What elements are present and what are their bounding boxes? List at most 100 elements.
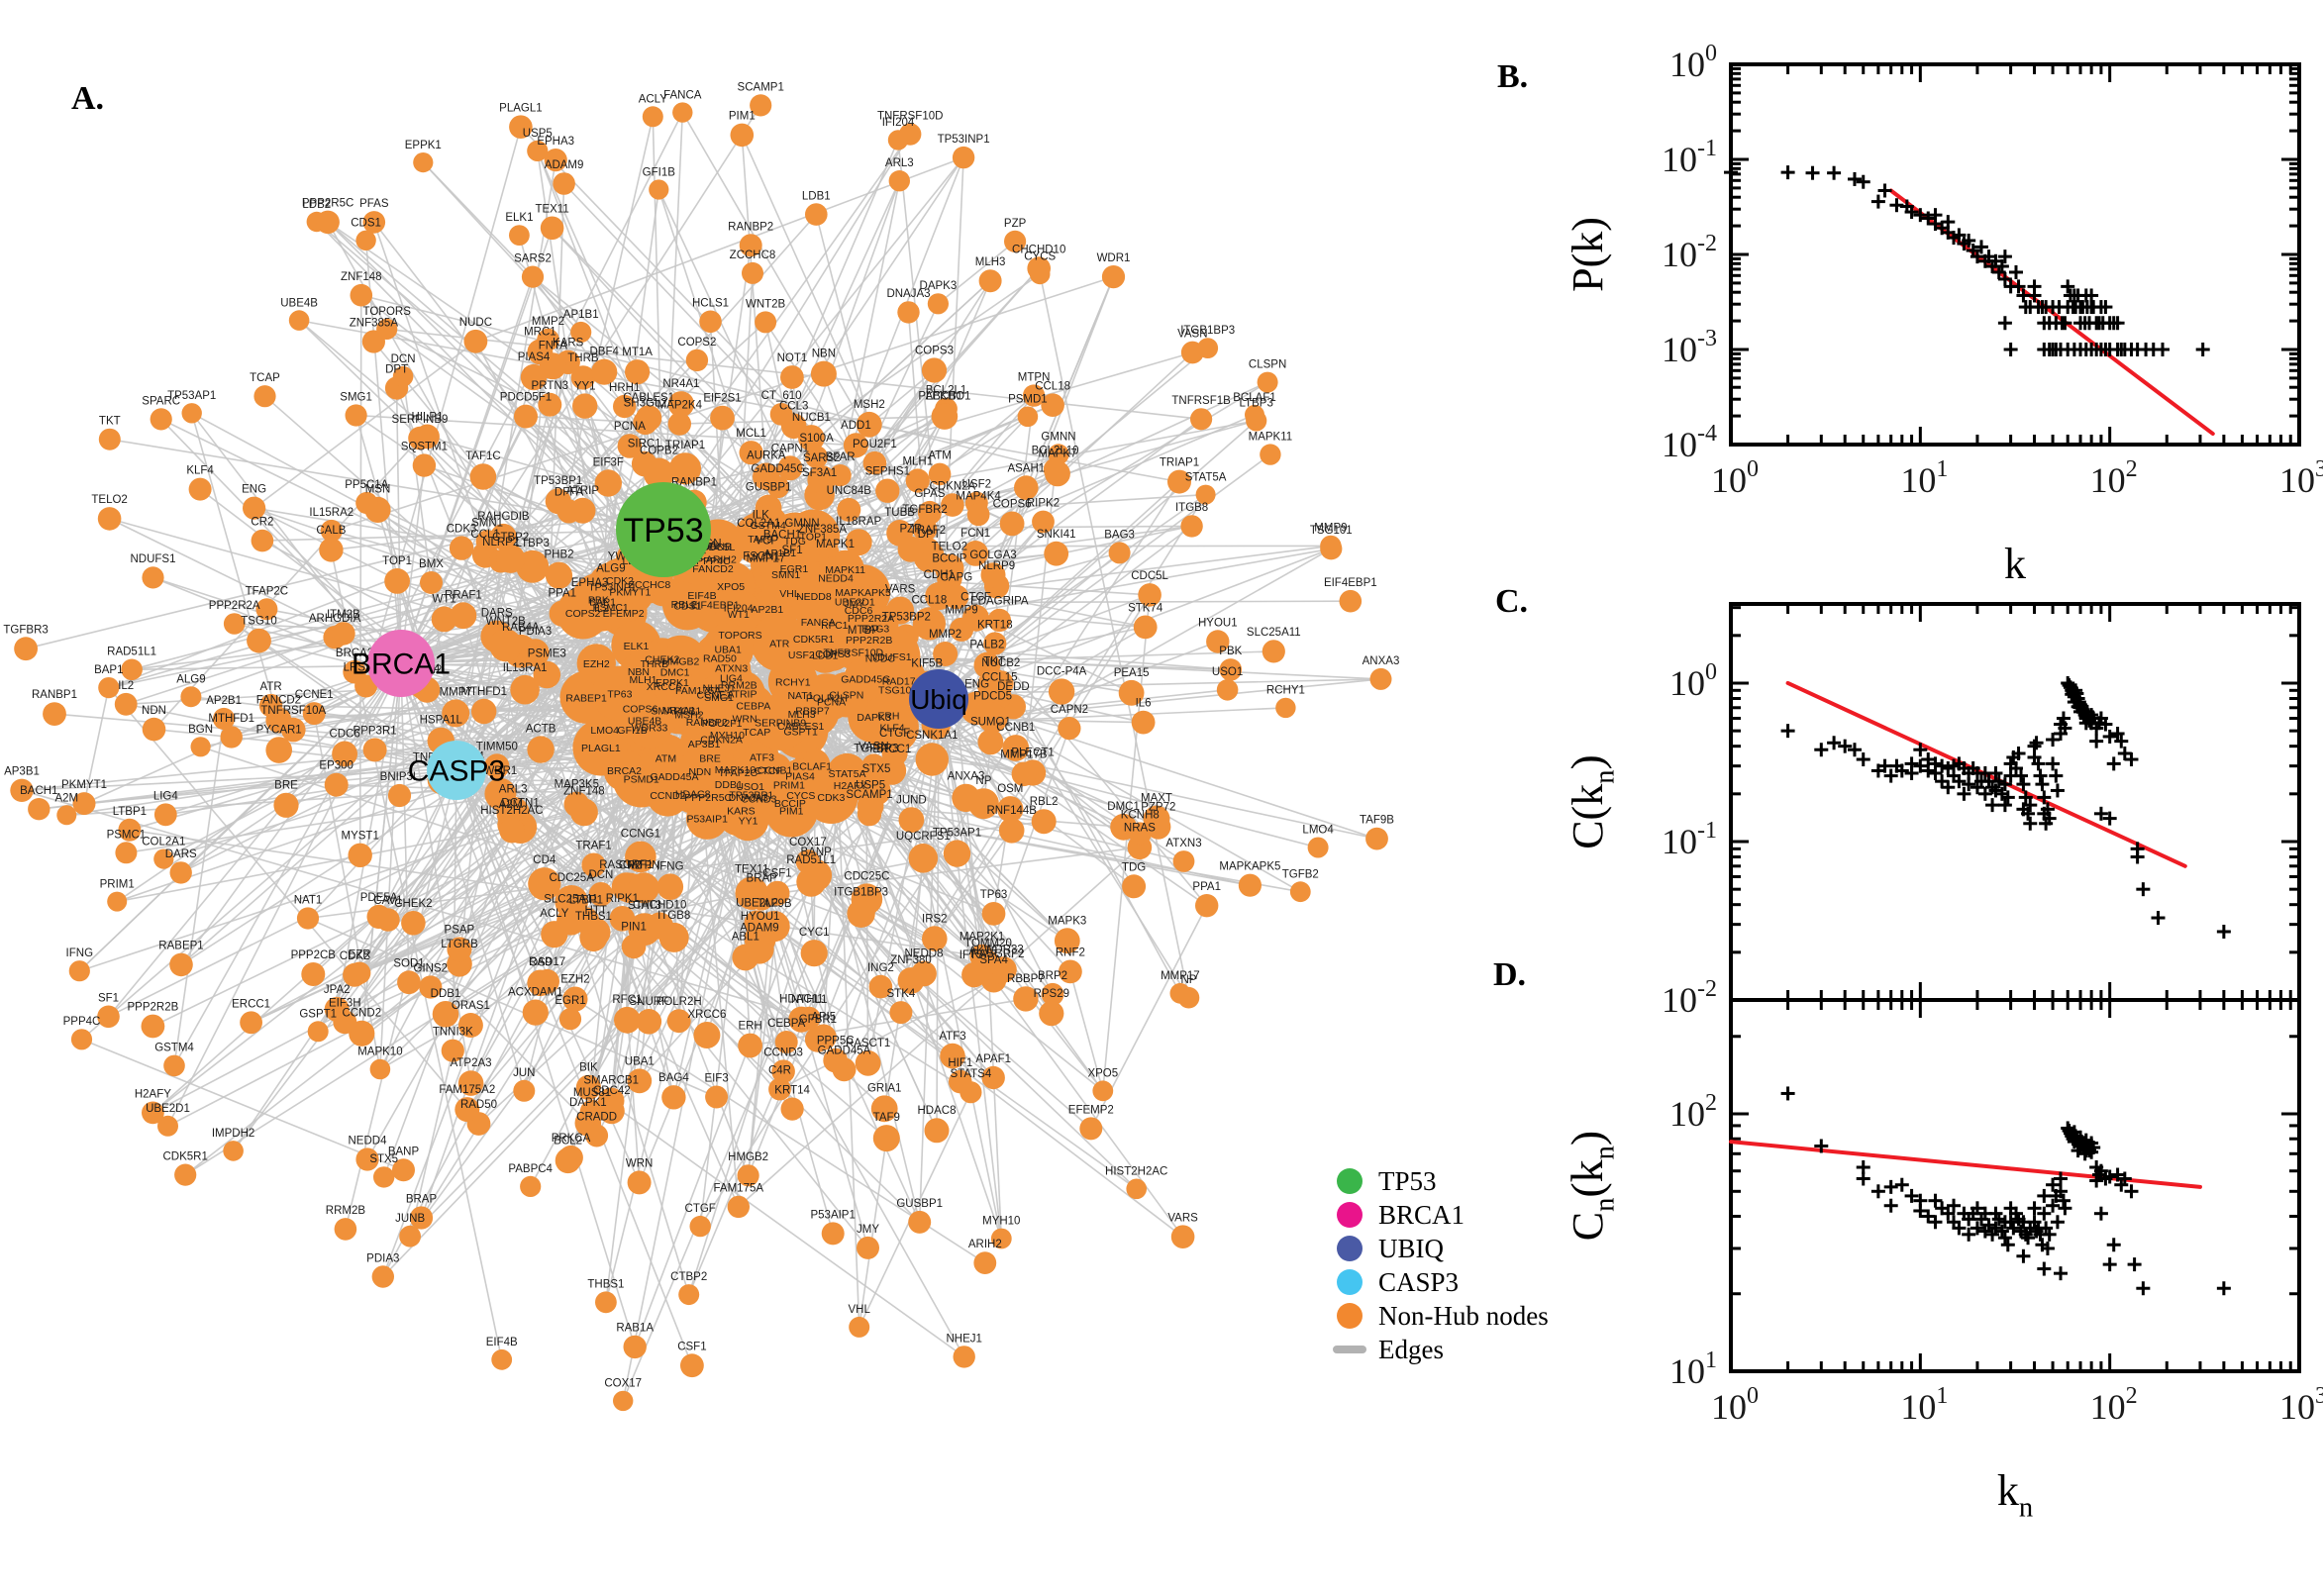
- network-node: [661, 581, 706, 626]
- node-label: TNFRSF1B: [1171, 395, 1231, 407]
- network-node: [97, 1005, 120, 1029]
- node-label: KIF5B: [911, 658, 943, 670]
- node-label: COPS6: [993, 499, 1032, 511]
- node-label: RBL2: [1030, 796, 1059, 808]
- network-node: [738, 1033, 762, 1058]
- node-label: GUSBP1: [746, 482, 792, 494]
- network-node: [562, 986, 588, 1012]
- node-label: CT_610: [761, 390, 802, 402]
- node-label: GADD45G: [841, 674, 890, 686]
- edge: [364, 126, 522, 687]
- network-node: [780, 413, 807, 440]
- node-label: ADAM9: [545, 159, 584, 171]
- x-tick-label: 102: [2090, 456, 2138, 500]
- node-label: MMP7: [440, 686, 472, 698]
- node-label: XRCC6: [647, 681, 682, 693]
- network-node: [442, 699, 470, 728]
- node-label: IFNG: [656, 861, 684, 873]
- network-node: [949, 1069, 972, 1094]
- node-label: HDAC8: [675, 788, 711, 800]
- network-node: [597, 557, 643, 603]
- node-label: DEDD: [997, 681, 1030, 693]
- node-label: SOD1: [393, 957, 424, 969]
- network-node: [888, 170, 910, 192]
- network-node: [553, 172, 575, 195]
- node-label: EIF3F: [593, 456, 624, 468]
- node-label: ACLY: [639, 93, 668, 105]
- network-node: [912, 517, 938, 542]
- edge: [938, 698, 984, 970]
- node-label: PSMD1: [1008, 394, 1048, 406]
- node-label: WRN: [732, 714, 757, 726]
- edge: [1038, 267, 1190, 998]
- network-node: [520, 363, 548, 391]
- node-label: JMY: [844, 598, 864, 610]
- node-label: BAG3: [1104, 529, 1135, 541]
- network-node: [915, 743, 949, 776]
- network-node: [672, 102, 693, 123]
- node-label: ARHGDIA: [309, 613, 361, 625]
- network-node: [1032, 510, 1055, 534]
- network-node: [320, 519, 343, 543]
- node-label: HYOU1: [741, 911, 780, 923]
- network-node: [962, 541, 989, 566]
- node-label: AP2B1: [206, 695, 242, 707]
- node-label: BIK: [579, 1062, 598, 1074]
- node-label: C4R: [768, 1065, 791, 1077]
- node-label: RFC1: [821, 620, 849, 632]
- network-node: [1133, 615, 1158, 640]
- node-label: NBN: [812, 349, 836, 360]
- edge: [455, 769, 984, 970]
- network-node: [301, 962, 326, 986]
- network-node: [150, 408, 172, 431]
- node-label: VCP: [755, 535, 778, 547]
- network-node: [633, 642, 676, 685]
- node-label: TAF9B: [1360, 815, 1394, 827]
- network-node: [355, 491, 378, 515]
- legend-item-ubiq: UBIQ: [1337, 1234, 1444, 1263]
- node-label: MAPK7: [1039, 448, 1077, 459]
- node-label: COL2A1: [142, 837, 185, 848]
- y-tick-label: 10-3: [1662, 326, 1717, 369]
- node-label: HIST2H2AC: [1105, 1166, 1167, 1178]
- y-tick-label: 100: [1669, 659, 1717, 703]
- edge: [938, 551, 1121, 700]
- network-node: [1219, 658, 1243, 681]
- node-label: ATRIP: [566, 485, 599, 497]
- node-label: GSTM4: [154, 1043, 194, 1054]
- network-node: [857, 792, 884, 820]
- network-node: [1011, 761, 1037, 787]
- network-node: [1059, 959, 1082, 984]
- node-label: ATXN3: [1165, 838, 1201, 849]
- node-label: LIG4: [153, 791, 179, 803]
- x-tick-label: 103: [2279, 456, 2323, 500]
- node-label: AP1B1: [563, 309, 599, 321]
- node-label: THRB: [641, 658, 669, 670]
- node-label: EIF4EBP1: [1324, 577, 1377, 589]
- network-node: [348, 843, 372, 867]
- node-label: CYC1: [799, 927, 830, 939]
- node-label: VHL: [779, 588, 800, 600]
- network-node: [978, 269, 1002, 293]
- network-node: [614, 1006, 641, 1034]
- network-node: [1058, 717, 1081, 741]
- network-node: [392, 365, 414, 387]
- node-label: TNFRSF10A: [260, 705, 326, 717]
- network-node: [667, 391, 695, 418]
- network-node: [527, 736, 555, 763]
- node-label: HCLS1: [692, 298, 729, 310]
- network-node: [872, 1125, 900, 1152]
- network-node: [981, 902, 1006, 926]
- network-node: [454, 1097, 480, 1123]
- network-node: [281, 717, 306, 743]
- network-node: [570, 365, 596, 390]
- network-node: [750, 94, 772, 117]
- network-node: [668, 452, 702, 485]
- network-node: [837, 497, 861, 522]
- edge: [858, 1091, 972, 1328]
- network-node: [399, 1225, 421, 1247]
- node-label: CDC5L: [701, 542, 736, 553]
- network-node: [510, 674, 540, 705]
- edge: [232, 373, 825, 1151]
- node-label: HIF1: [948, 1057, 972, 1069]
